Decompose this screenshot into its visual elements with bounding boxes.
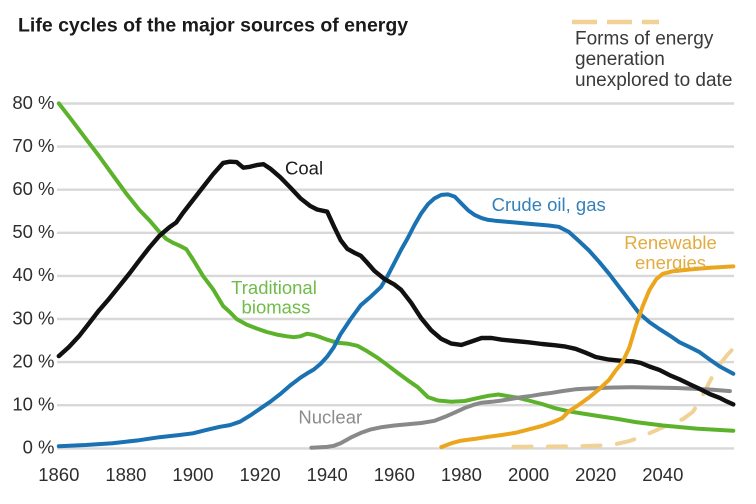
svg-text:1960: 1960 — [374, 464, 415, 485]
svg-text:Renewable: Renewable — [624, 232, 717, 253]
svg-text:Coal: Coal — [285, 157, 323, 178]
svg-text:Life cycles of the major sourc: Life cycles of the major sources of ener… — [18, 15, 408, 37]
svg-text:1980: 1980 — [441, 464, 482, 485]
svg-text:60 %: 60 % — [12, 178, 54, 199]
svg-text:1880: 1880 — [105, 464, 146, 485]
svg-text:30 %: 30 % — [12, 307, 54, 328]
svg-text:unexplored to date: unexplored to date — [575, 70, 732, 91]
svg-text:50 %: 50 % — [12, 221, 54, 242]
svg-text:2020: 2020 — [575, 464, 616, 485]
svg-text:2040: 2040 — [642, 464, 683, 485]
svg-text:1900: 1900 — [172, 464, 213, 485]
svg-text:1860: 1860 — [38, 464, 79, 485]
svg-text:80 %: 80 % — [12, 92, 54, 113]
svg-text:biomass: biomass — [242, 297, 311, 318]
svg-text:1920: 1920 — [240, 464, 281, 485]
svg-text:Crude oil, gas: Crude oil, gas — [492, 194, 606, 215]
svg-text:40 %: 40 % — [12, 264, 54, 285]
svg-text:Forms of energy: Forms of energy — [575, 28, 714, 49]
svg-text:2000: 2000 — [508, 464, 549, 485]
svg-text:generation: generation — [575, 49, 665, 70]
svg-text:Nuclear: Nuclear — [298, 407, 362, 428]
svg-text:70 %: 70 % — [12, 135, 54, 156]
svg-text:Traditional: Traditional — [231, 277, 317, 298]
svg-text:0 %: 0 % — [23, 437, 55, 458]
svg-text:1940: 1940 — [307, 464, 348, 485]
svg-text:10 %: 10 % — [12, 394, 54, 415]
svg-text:energies: energies — [635, 252, 706, 273]
svg-text:20 %: 20 % — [12, 350, 54, 371]
